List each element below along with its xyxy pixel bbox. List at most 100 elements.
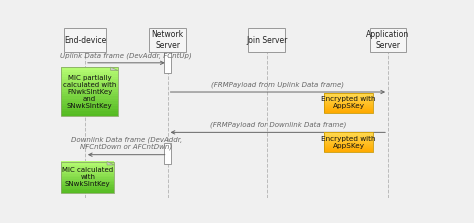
FancyBboxPatch shape (324, 150, 374, 151)
Text: Network
Server: Network Server (152, 30, 184, 50)
Text: Downlink Data frame (DevAddr,
NFCntDown or AFCntDwn): Downlink Data frame (DevAddr, NFCntDown … (71, 136, 182, 150)
FancyBboxPatch shape (324, 136, 374, 137)
FancyBboxPatch shape (324, 98, 374, 99)
FancyBboxPatch shape (61, 104, 118, 106)
FancyBboxPatch shape (61, 69, 118, 72)
Text: MIC calculated
with
SNwkSIntKey: MIC calculated with SNwkSIntKey (62, 167, 113, 188)
FancyBboxPatch shape (324, 109, 374, 111)
FancyBboxPatch shape (61, 101, 118, 104)
FancyBboxPatch shape (324, 105, 374, 106)
FancyBboxPatch shape (324, 94, 374, 95)
FancyBboxPatch shape (324, 151, 374, 152)
FancyBboxPatch shape (324, 149, 374, 150)
FancyBboxPatch shape (61, 96, 118, 99)
Polygon shape (110, 67, 118, 70)
FancyBboxPatch shape (324, 100, 374, 101)
FancyBboxPatch shape (61, 99, 118, 101)
FancyBboxPatch shape (324, 97, 374, 98)
FancyBboxPatch shape (61, 168, 114, 169)
FancyBboxPatch shape (164, 52, 171, 73)
FancyBboxPatch shape (324, 148, 374, 149)
FancyBboxPatch shape (61, 187, 114, 189)
FancyBboxPatch shape (324, 132, 374, 133)
Text: MIC partially
calculated with
FNwkSIntKey
and
SNwkSIntKey: MIC partially calculated with FNwkSIntKe… (63, 74, 116, 109)
FancyBboxPatch shape (248, 29, 285, 52)
FancyBboxPatch shape (61, 74, 118, 77)
Text: Uplink Data frame (DevAddr, FCntUp): Uplink Data frame (DevAddr, FCntUp) (60, 52, 192, 58)
FancyBboxPatch shape (61, 111, 118, 114)
FancyBboxPatch shape (324, 101, 374, 102)
FancyBboxPatch shape (61, 174, 114, 176)
FancyBboxPatch shape (324, 142, 374, 143)
FancyBboxPatch shape (324, 110, 374, 112)
FancyBboxPatch shape (324, 93, 374, 94)
FancyBboxPatch shape (324, 103, 374, 104)
Text: Encrypted with
AppSKey: Encrypted with AppSKey (321, 96, 376, 109)
FancyBboxPatch shape (61, 91, 118, 94)
FancyBboxPatch shape (61, 165, 114, 166)
FancyBboxPatch shape (61, 163, 114, 165)
FancyBboxPatch shape (61, 188, 114, 190)
FancyBboxPatch shape (324, 146, 374, 147)
FancyBboxPatch shape (324, 134, 374, 135)
FancyBboxPatch shape (61, 82, 118, 84)
FancyBboxPatch shape (324, 138, 374, 139)
Text: (FRMPayload from Uplink Data frame): (FRMPayload from Uplink Data frame) (211, 81, 344, 88)
FancyBboxPatch shape (64, 29, 106, 52)
FancyBboxPatch shape (324, 109, 374, 110)
FancyBboxPatch shape (324, 143, 374, 144)
FancyBboxPatch shape (61, 79, 118, 82)
FancyBboxPatch shape (61, 67, 118, 70)
FancyBboxPatch shape (61, 190, 114, 192)
FancyBboxPatch shape (61, 77, 118, 79)
FancyBboxPatch shape (61, 109, 118, 111)
FancyBboxPatch shape (324, 107, 374, 109)
FancyBboxPatch shape (61, 192, 114, 193)
FancyBboxPatch shape (61, 185, 114, 187)
Text: (FRMPayload for Downlink Data frame): (FRMPayload for Downlink Data frame) (210, 122, 346, 128)
FancyBboxPatch shape (324, 133, 374, 134)
FancyBboxPatch shape (324, 103, 374, 105)
FancyBboxPatch shape (61, 176, 114, 178)
FancyBboxPatch shape (324, 112, 374, 113)
Polygon shape (107, 161, 114, 165)
FancyBboxPatch shape (324, 95, 374, 96)
FancyBboxPatch shape (324, 145, 374, 146)
Text: Application
Server: Application Server (366, 30, 410, 50)
FancyBboxPatch shape (61, 89, 118, 92)
FancyBboxPatch shape (324, 141, 374, 142)
FancyBboxPatch shape (61, 114, 118, 116)
FancyBboxPatch shape (149, 29, 186, 52)
FancyBboxPatch shape (324, 140, 374, 141)
FancyBboxPatch shape (61, 72, 118, 74)
FancyBboxPatch shape (370, 29, 406, 52)
FancyBboxPatch shape (61, 182, 114, 184)
FancyBboxPatch shape (61, 166, 114, 168)
FancyBboxPatch shape (324, 144, 374, 145)
FancyBboxPatch shape (324, 147, 374, 148)
Text: End-device: End-device (64, 35, 106, 45)
FancyBboxPatch shape (61, 184, 114, 185)
FancyBboxPatch shape (61, 180, 114, 182)
FancyBboxPatch shape (61, 179, 114, 181)
FancyBboxPatch shape (61, 177, 114, 179)
FancyBboxPatch shape (324, 99, 374, 100)
FancyBboxPatch shape (61, 106, 118, 109)
FancyBboxPatch shape (61, 171, 114, 173)
FancyBboxPatch shape (324, 107, 374, 108)
FancyBboxPatch shape (164, 143, 171, 164)
FancyBboxPatch shape (61, 94, 118, 97)
FancyBboxPatch shape (324, 96, 374, 97)
FancyBboxPatch shape (324, 105, 374, 107)
Text: Join Server: Join Server (246, 35, 288, 45)
FancyBboxPatch shape (61, 173, 114, 174)
FancyBboxPatch shape (61, 169, 114, 171)
FancyBboxPatch shape (324, 102, 374, 103)
FancyBboxPatch shape (324, 135, 374, 136)
FancyBboxPatch shape (324, 137, 374, 138)
FancyBboxPatch shape (61, 87, 118, 89)
FancyBboxPatch shape (61, 161, 114, 163)
Text: Encrypted with
AppSKey: Encrypted with AppSKey (321, 136, 376, 149)
FancyBboxPatch shape (61, 84, 118, 87)
FancyBboxPatch shape (324, 139, 374, 140)
